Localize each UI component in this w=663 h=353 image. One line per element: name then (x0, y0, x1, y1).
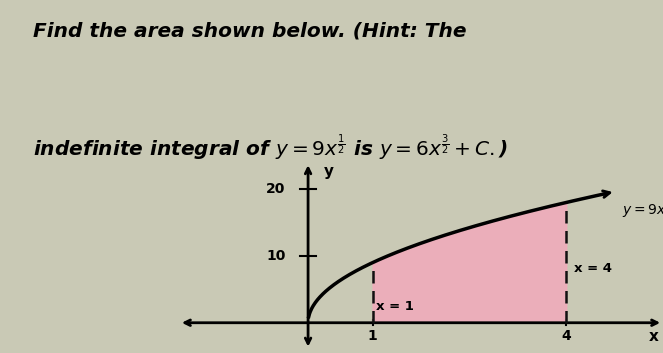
Text: x: x (648, 329, 658, 344)
Text: x = 4: x = 4 (574, 262, 612, 275)
Text: y: y (324, 164, 334, 179)
Text: 1: 1 (368, 329, 377, 343)
Text: 20: 20 (266, 182, 286, 196)
Text: 4: 4 (562, 329, 571, 343)
Text: x = 1: x = 1 (377, 300, 414, 313)
Text: $y = 9x^{\frac{1}{2}}$: $y = 9x^{\frac{1}{2}}$ (622, 198, 663, 221)
Text: Find the area shown below. (Hint: The: Find the area shown below. (Hint: The (32, 21, 466, 40)
Text: indefinite integral of $y = 9x^{\frac{1}{2}}$ is $y = 6x^{\frac{3}{2}} + C.$): indefinite integral of $y = 9x^{\frac{1}… (32, 132, 508, 163)
Text: 10: 10 (266, 249, 286, 263)
